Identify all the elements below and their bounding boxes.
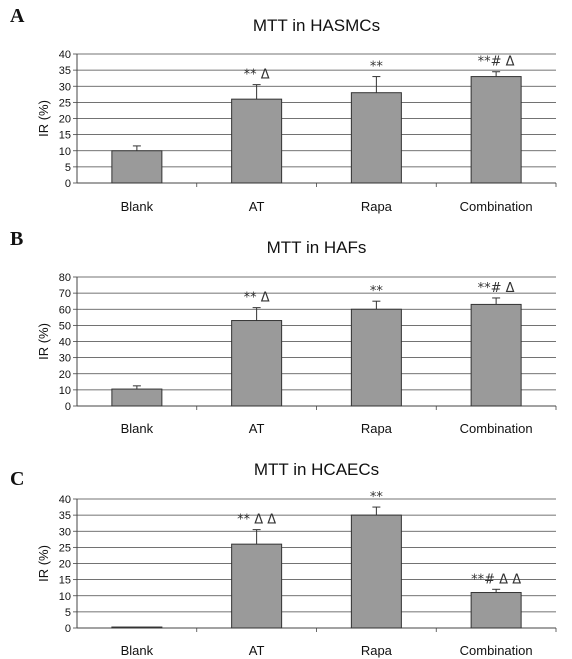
- significance-label: **: [370, 284, 384, 299]
- y-tick-label: 15: [59, 575, 71, 587]
- bar-at: [231, 98, 283, 184]
- significance-label: **: [370, 490, 384, 505]
- panel-letter: A: [10, 5, 25, 27]
- significance-label: **: [370, 60, 384, 75]
- bar-at: [231, 543, 283, 629]
- category-label: Combination: [460, 421, 533, 436]
- category-label: Rapa: [361, 421, 393, 436]
- y-tick-label: 30: [59, 353, 71, 365]
- y-tick-label: 10: [59, 146, 71, 158]
- y-tick-label: 15: [59, 130, 71, 142]
- y-tick-label: 35: [59, 65, 71, 77]
- bar-blank: [111, 388, 163, 407]
- chart-title: MTT in HAFs: [267, 238, 367, 257]
- significance-label: ** Δ Δ: [237, 513, 276, 528]
- panel-a: A MTT in HASMCs 0 5 10 15 20 25 30 35 40 IR (%) Blan…: [10, 5, 557, 214]
- y-tick-label: 30: [59, 81, 71, 93]
- panel-letter: B: [10, 228, 23, 250]
- panel-letter: C: [10, 468, 24, 490]
- y-tick-label: 40: [59, 494, 71, 506]
- category-label: AT: [249, 643, 265, 658]
- category-label: Rapa: [361, 199, 393, 214]
- bar-combination: [470, 592, 522, 629]
- y-axis-label: IR (%): [36, 100, 51, 137]
- y-tick-label: 35: [59, 510, 71, 522]
- y-tick-label: 50: [59, 320, 71, 332]
- category-label: Combination: [460, 199, 533, 214]
- y-tick-label: 60: [59, 304, 71, 316]
- y-tick-label: 20: [59, 559, 71, 571]
- bar-rapa: [350, 514, 402, 629]
- significance-label: ** Δ: [244, 291, 270, 306]
- category-label: Blank: [121, 199, 154, 214]
- category-label: Blank: [121, 421, 154, 436]
- panel-c: C MTT in HCAECs 0 5 10 15 20 25 30 35 40 IR (%) Blan…: [10, 460, 557, 658]
- bar-rapa: [350, 92, 402, 184]
- y-tick-label: 70: [59, 288, 71, 300]
- bar-at: [231, 320, 283, 407]
- bar-rapa: [350, 308, 402, 407]
- y-tick-label: 0: [65, 401, 71, 413]
- bar-blank: [111, 150, 163, 184]
- y-tick-label: 30: [59, 526, 71, 538]
- category-label: Blank: [121, 643, 154, 658]
- y-axis-label: IR (%): [36, 323, 51, 360]
- significance-label: **# Δ: [478, 281, 515, 296]
- panel-b: B MTT in HAFs 0 10 20 30 40 50 60 70 80 IR (%) Blank…: [10, 228, 557, 436]
- y-tick-label: 20: [59, 114, 71, 126]
- y-tick-label: 40: [59, 337, 71, 349]
- chart-title: MTT in HASMCs: [253, 16, 380, 35]
- y-tick-label: 25: [59, 97, 71, 109]
- y-tick-label: 10: [59, 591, 71, 603]
- bar-combination: [470, 303, 522, 407]
- y-axis-label: IR (%): [36, 545, 51, 582]
- category-label: AT: [249, 199, 265, 214]
- y-tick-label: 5: [65, 162, 71, 174]
- y-tick-label: 10: [59, 385, 71, 397]
- significance-label: **# Δ: [478, 55, 515, 70]
- y-tick-label: 20: [59, 369, 71, 381]
- bar-combination: [470, 76, 522, 184]
- chart-title: MTT in HCAECs: [254, 460, 379, 479]
- y-tick-label: 0: [65, 623, 71, 635]
- y-tick-label: 5: [65, 607, 71, 619]
- bar-blank: [111, 626, 163, 629]
- significance-label: ** Δ: [244, 68, 270, 83]
- y-tick-label: 0: [65, 178, 71, 190]
- category-label: AT: [249, 421, 265, 436]
- significance-label: **# Δ Δ: [471, 572, 521, 587]
- y-tick-label: 80: [59, 272, 71, 284]
- y-tick-label: 25: [59, 542, 71, 554]
- y-tick-label: 40: [59, 49, 71, 61]
- category-label: Rapa: [361, 643, 393, 658]
- category-label: Combination: [460, 643, 533, 658]
